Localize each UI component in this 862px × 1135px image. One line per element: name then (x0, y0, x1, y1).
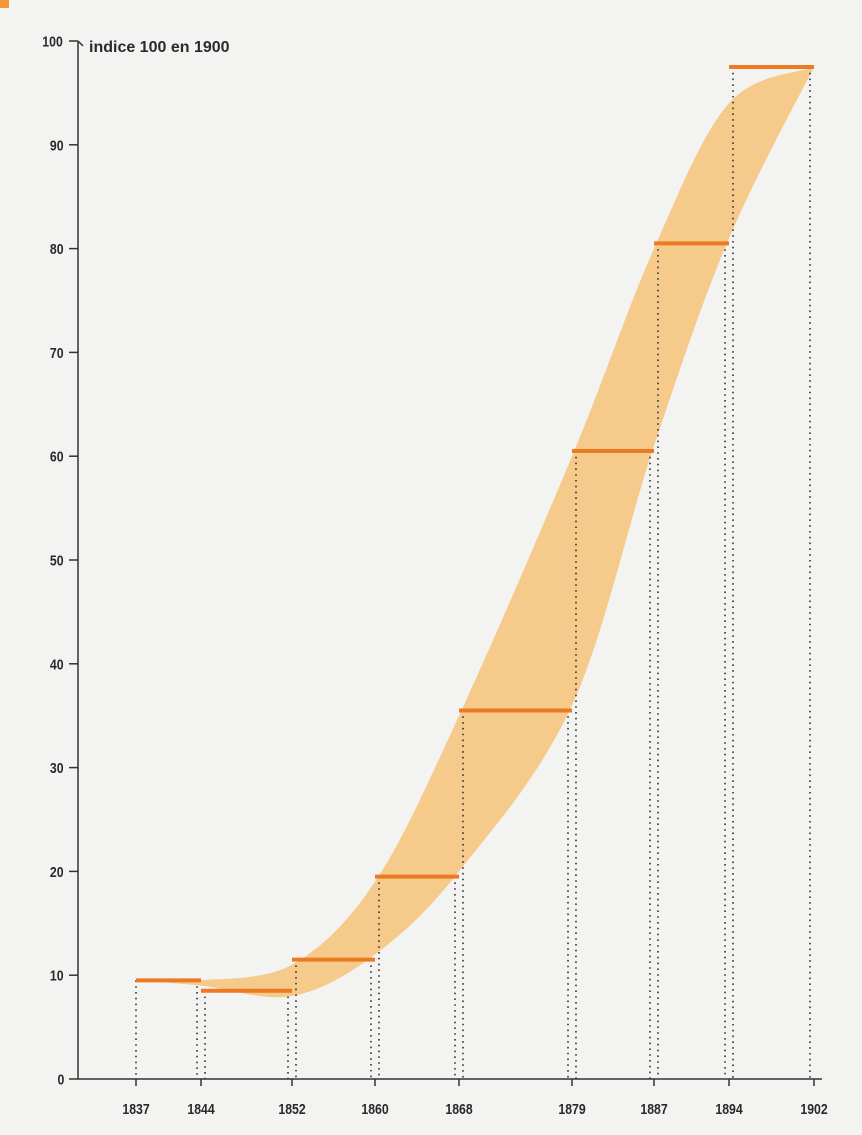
x-tick-label-1844: 1844 (187, 1101, 215, 1117)
y-axis-hook (77, 40, 84, 47)
x-tick-label-1894: 1894 (715, 1101, 743, 1117)
y-tick-label-60: 60 (50, 449, 64, 465)
x-tick-label-1879: 1879 (558, 1101, 586, 1117)
corner-color-mark (0, 0, 9, 8)
envelope-band (136, 66, 814, 998)
y-tick-label-30: 30 (50, 760, 64, 776)
y-tick-label-50: 50 (50, 552, 64, 568)
x-tick-label-1837: 1837 (122, 1101, 150, 1117)
x-tick-label-1852: 1852 (278, 1101, 306, 1117)
axes-layer: 0 10 20 30 40 50 60 70 80 90 100 1837 1844 1852 1860 18… (42, 33, 828, 1117)
x-tick-label-1902: 1902 (800, 1101, 828, 1117)
x-tick-label-1887: 1887 (640, 1101, 668, 1117)
x-tick-label-1860: 1860 (361, 1101, 389, 1117)
y-tick-label-0: 0 (57, 1071, 64, 1087)
guide-layer (135, 66, 811, 1079)
y-tick-label-70: 70 (50, 345, 64, 361)
band-layer (136, 66, 814, 998)
y-tick-label-20: 20 (50, 864, 64, 880)
level-layer (136, 64, 814, 993)
y-axis-unit-label: indice 100 en 1900 (89, 39, 230, 56)
y-tick-label-100: 100 (42, 33, 63, 49)
y-tick-label-10: 10 (50, 968, 64, 984)
y-tick-label-40: 40 (50, 656, 64, 672)
y-tick-label-80: 80 (50, 241, 64, 257)
y-tick-label-90: 90 (50, 137, 64, 153)
x-tick-label-1868: 1868 (445, 1101, 473, 1117)
